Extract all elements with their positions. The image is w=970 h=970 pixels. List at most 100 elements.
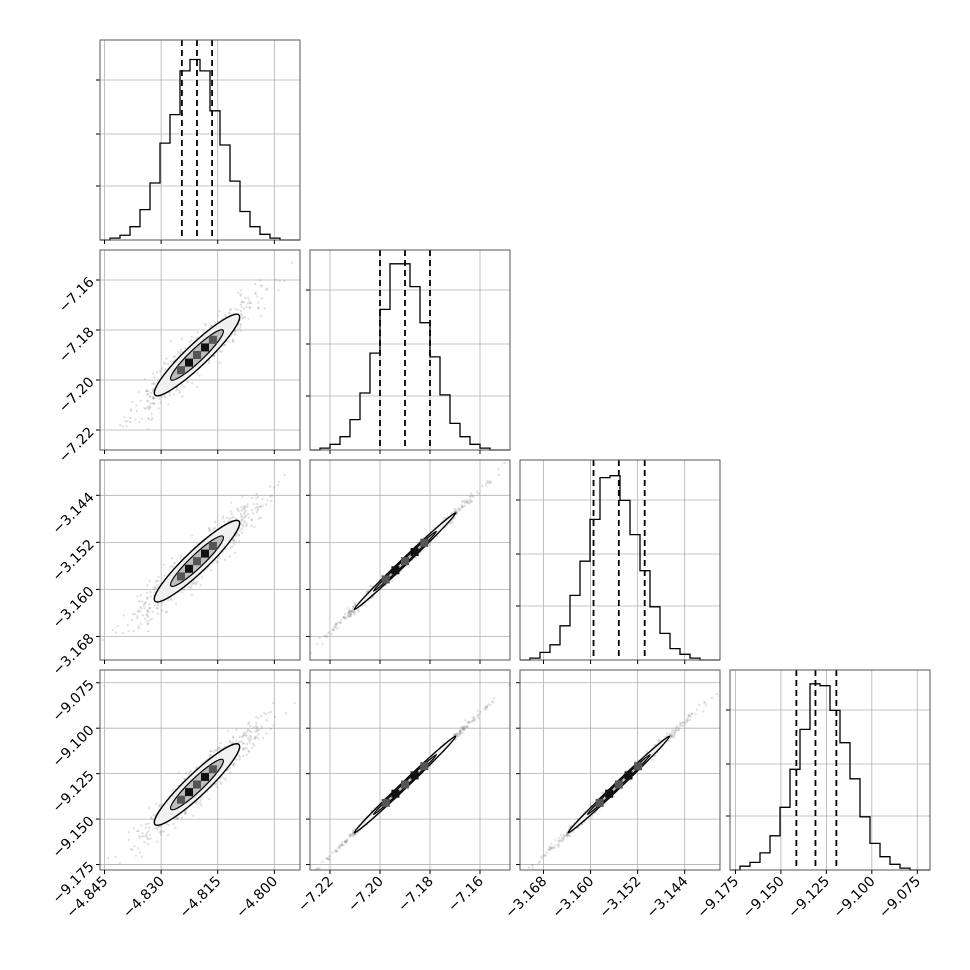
sample-point <box>229 307 232 311</box>
sample-point <box>278 279 281 283</box>
sample-point <box>464 725 467 728</box>
sample-point <box>169 565 172 569</box>
sample-point <box>559 839 562 842</box>
sample-point <box>126 624 129 627</box>
sample-point <box>461 726 465 730</box>
sample-point <box>241 747 245 750</box>
sample-point <box>542 854 545 857</box>
sample-point <box>241 742 245 745</box>
sample-point <box>667 739 670 743</box>
x-tick-label: −7.18 <box>395 874 437 916</box>
sample-point <box>244 315 247 319</box>
sample-point <box>220 776 224 779</box>
sample-point <box>119 424 122 427</box>
sample-point <box>254 735 257 739</box>
sample-point <box>208 527 211 530</box>
x-tick-label: −7.22 <box>295 874 337 916</box>
sample-point <box>230 501 233 504</box>
sample-point <box>251 512 255 515</box>
sample-point <box>566 834 569 837</box>
sample-point <box>561 836 564 840</box>
sample-point <box>544 854 547 858</box>
sample-point <box>457 732 461 736</box>
sample-point <box>137 627 140 630</box>
y-tick-label: −9.075 <box>50 677 98 725</box>
sample-point <box>688 718 691 722</box>
sample-point <box>158 831 162 834</box>
sample-point <box>247 721 251 724</box>
sample-point <box>565 833 569 836</box>
histogram-panel-0 <box>96 39 301 244</box>
sample-point <box>190 339 193 342</box>
sample-point <box>459 729 462 732</box>
sample-point <box>675 729 678 733</box>
sample-point <box>343 615 346 618</box>
sample-point <box>334 625 338 629</box>
sample-point <box>152 372 155 376</box>
sample-point <box>189 586 193 589</box>
sample-point <box>129 409 132 413</box>
sample-point <box>537 861 540 865</box>
sample-point <box>256 730 259 733</box>
sample-point <box>162 361 166 364</box>
sample-point <box>155 579 159 582</box>
sample-point <box>347 607 350 610</box>
sample-point <box>244 521 248 525</box>
sample-point <box>269 710 273 714</box>
sample-point <box>240 313 243 317</box>
scatter-panel-3-1: −7.22 −7.20 −7.18 −7.16 <box>295 669 511 916</box>
sample-point <box>239 519 243 522</box>
sample-point <box>324 634 328 637</box>
sample-point <box>351 834 355 838</box>
x-tick-label: −7.20 <box>345 874 387 916</box>
sample-point <box>248 729 252 733</box>
sample-point <box>345 839 348 842</box>
sample-point <box>152 389 155 392</box>
sample-point <box>141 831 144 835</box>
sample-point <box>470 720 473 723</box>
sample-point <box>454 509 457 512</box>
sample-point <box>140 600 143 603</box>
sample-point <box>244 731 248 734</box>
sample-point <box>269 727 273 731</box>
sample-point <box>473 716 476 719</box>
sample-point <box>351 830 354 833</box>
sample-point <box>346 615 350 618</box>
sample-point <box>204 322 207 325</box>
sample-point <box>250 746 254 749</box>
sample-point <box>352 609 355 613</box>
sample-point <box>232 340 235 344</box>
sample-point <box>135 409 138 413</box>
sample-point <box>455 511 459 515</box>
panel-frame <box>309 459 511 661</box>
sample-point <box>332 628 335 632</box>
sample-point <box>245 734 248 738</box>
sample-point <box>146 584 149 587</box>
sample-point <box>148 606 151 610</box>
sample-point <box>256 502 259 506</box>
sample-point <box>236 308 240 312</box>
sample-point <box>114 855 117 858</box>
sample-point <box>461 725 464 729</box>
sample-point <box>472 496 475 499</box>
sample-point <box>665 732 668 735</box>
sample-point <box>331 628 334 631</box>
sample-point <box>165 610 169 614</box>
sample-point <box>326 857 329 861</box>
sample-point <box>350 833 354 837</box>
sample-point <box>476 709 480 712</box>
sample-point <box>458 729 462 733</box>
sample-point <box>209 753 212 757</box>
density-cell <box>201 549 209 558</box>
sample-point <box>155 371 159 374</box>
sample-point <box>144 600 147 604</box>
sample-point <box>255 728 259 732</box>
sample-point <box>175 817 179 820</box>
sample-point <box>242 733 245 736</box>
sample-point <box>163 362 166 365</box>
sample-point <box>680 722 684 725</box>
x-tick-label: −4.830 <box>120 874 168 922</box>
sample-point <box>250 301 253 305</box>
sample-point <box>335 850 338 853</box>
sample-point <box>235 728 238 731</box>
